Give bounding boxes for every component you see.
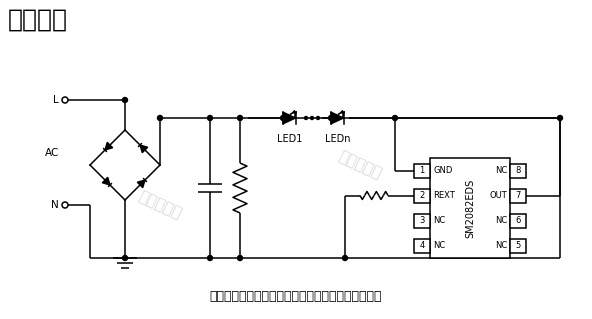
Text: NC: NC [433,241,445,250]
Polygon shape [140,145,147,153]
Text: 1: 1 [419,166,424,175]
Text: 5: 5 [516,241,520,250]
Bar [510,213,526,227]
Text: 2: 2 [419,191,424,200]
Bar [510,164,526,177]
Text: SM2082EDS: SM2082EDS [465,178,475,238]
Text: 钰铭科电子: 钰铭科电子 [336,149,384,182]
Polygon shape [137,180,145,188]
Text: NC: NC [495,166,507,175]
Circle shape [237,115,243,121]
Text: 钰铭科电子: 钰铭科电子 [136,189,184,221]
Bar [414,213,430,227]
Text: NC: NC [495,216,507,225]
Bar [414,189,430,203]
Text: N: N [52,200,59,210]
Circle shape [558,115,562,121]
Text: 3: 3 [419,216,424,225]
Circle shape [208,256,213,261]
Text: NC: NC [495,241,507,250]
Circle shape [310,116,314,120]
Circle shape [329,115,333,121]
Circle shape [208,115,213,121]
Bar [414,239,430,253]
Polygon shape [105,142,112,150]
Circle shape [237,256,243,261]
Polygon shape [102,177,110,185]
Circle shape [317,116,320,120]
Text: L: L [53,95,59,105]
Text: 4: 4 [419,241,424,250]
Bar [510,239,526,253]
Bar [414,164,430,177]
Circle shape [281,115,285,121]
Circle shape [304,116,307,120]
Text: NC: NC [433,216,445,225]
Bar [430,158,510,258]
Circle shape [123,256,127,261]
Text: REXT: REXT [433,191,455,200]
Bar [510,189,526,203]
Polygon shape [283,112,295,124]
Text: OUT: OUT [489,191,507,200]
Text: 典型应用: 典型应用 [8,8,68,32]
Circle shape [157,115,162,121]
Text: GND: GND [433,166,452,175]
Circle shape [123,98,127,102]
Text: AC: AC [44,147,59,158]
Text: LEDn: LEDn [324,134,350,144]
Text: LED1: LED1 [276,134,302,144]
Polygon shape [331,112,343,124]
Text: 备注：上图电源可以是交流电源，也可为直流电源。: 备注：上图电源可以是交流电源，也可为直流电源。 [210,290,382,302]
Circle shape [343,256,348,261]
Text: 8: 8 [515,166,521,175]
Text: 6: 6 [515,216,521,225]
Circle shape [392,115,397,121]
Text: 7: 7 [515,191,521,200]
